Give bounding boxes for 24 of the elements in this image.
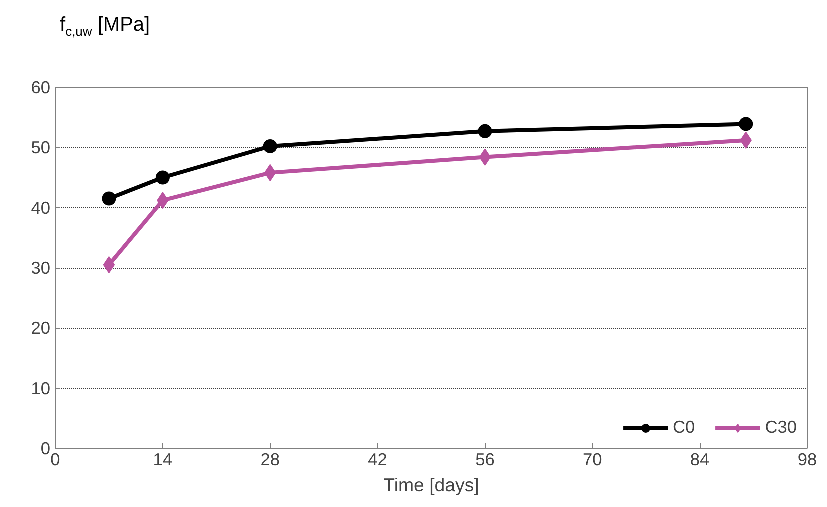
- x-tick-label: 84: [690, 450, 710, 470]
- point: [739, 117, 754, 132]
- point: [478, 124, 492, 138]
- y-tick-label: 20: [31, 318, 51, 338]
- legend-label: C0: [673, 417, 696, 438]
- y-tick-label: 40: [31, 198, 51, 218]
- x-tick-label: 98: [798, 450, 818, 470]
- legend-label: C30: [765, 417, 797, 438]
- point: [263, 139, 278, 154]
- y-axis-title: f$_{c,uw}$ [MPa]: [60, 13, 150, 41]
- point: [103, 256, 116, 274]
- y-tick-label: 30: [31, 258, 51, 278]
- y-tick-label: 10: [31, 378, 51, 398]
- x-tick-label: 14: [153, 450, 173, 470]
- x-axis-title: Time [days]: [384, 474, 480, 496]
- x-tick-label: 56: [476, 450, 495, 470]
- y-tick-label: 60: [31, 78, 51, 98]
- x-tick-label: 28: [260, 450, 280, 470]
- point: [156, 170, 170, 185]
- point: [479, 148, 492, 166]
- x-tick-label: 70: [583, 450, 602, 470]
- y-tick-label: 50: [31, 138, 51, 158]
- point: [102, 192, 116, 206]
- x-tick-label: 42: [368, 450, 388, 470]
